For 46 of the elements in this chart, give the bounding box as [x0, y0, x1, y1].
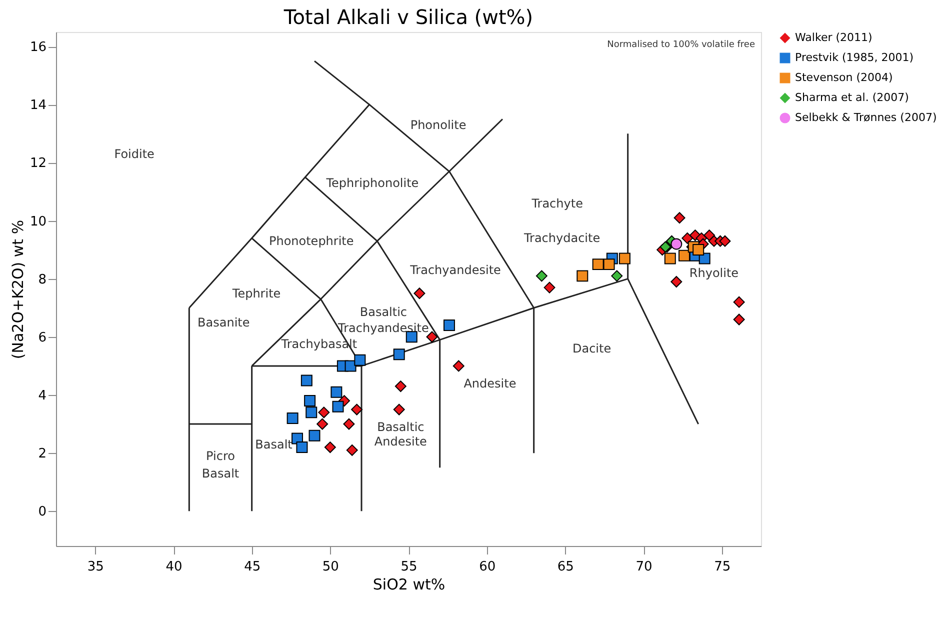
y-tick-label: 4: [38, 388, 46, 404]
legend-label: Prestvik (1985, 2001): [795, 51, 914, 64]
annotation: Trachydacite: [522, 231, 600, 246]
y-axis-title: (Na2O+K2O) wt %: [8, 220, 27, 360]
annotation: Andesite: [464, 376, 516, 390]
x-axis-title: SiO2 wt%: [372, 576, 446, 594]
annotation: Rhyolite: [689, 266, 739, 280]
x-tick-label: 45: [244, 560, 261, 574]
x-tick-label: 65: [557, 560, 574, 574]
x-tick-label: 35: [87, 560, 104, 574]
annotation: Foidite: [114, 146, 154, 161]
annotation: Tephrite: [231, 286, 281, 300]
y-tick-label: 0: [38, 504, 46, 520]
y-tick-label: 14: [30, 98, 46, 114]
y-tick-label: 12: [30, 156, 46, 172]
annotation: Basaltic: [377, 420, 424, 434]
annotation: Trachyandesite: [337, 321, 429, 336]
x-tick-label: 70: [636, 560, 652, 574]
x-tick-label: 60: [479, 560, 496, 574]
annotation: Normalised to 100% volatile free: [607, 40, 756, 50]
annotation: Basaltic: [360, 305, 408, 320]
annotation: Tephriphonolite: [325, 176, 419, 190]
legend-label: Sharma et al. (2007): [795, 91, 909, 104]
x-tick-label: 40: [166, 560, 182, 574]
x-tick-label: 75: [714, 560, 731, 574]
annotation: Basalt: [255, 437, 293, 452]
legend-label: Walker (2011): [795, 31, 872, 44]
y-tick-label: 16: [30, 40, 46, 56]
annotation: Phonolite: [410, 118, 466, 132]
y-tick-label: 10: [30, 214, 46, 230]
y-tick-label: 8: [38, 272, 46, 288]
annotation: Andesite: [374, 434, 427, 448]
y-tick-label: 6: [38, 330, 46, 346]
annotation: Trachyandesite: [409, 263, 501, 278]
x-tick-label: 50: [322, 560, 339, 574]
annotation: Picro: [206, 448, 235, 463]
x-tick-label: 55: [400, 560, 418, 574]
annotation: Phonotephrite: [268, 234, 354, 248]
legend-label: Selbekk & Trønnes (2007): [795, 111, 937, 124]
annotation: Dacite: [572, 342, 612, 356]
legend-label: Stevenson (2004): [795, 71, 893, 84]
annotation: Basanite: [198, 315, 250, 330]
y-tick-label: 2: [38, 446, 46, 462]
annotation: Basalt: [202, 466, 240, 480]
chart-title: Total Alkali v Silica (wt%): [282, 5, 534, 29]
annotation: Trachyte: [530, 196, 583, 210]
